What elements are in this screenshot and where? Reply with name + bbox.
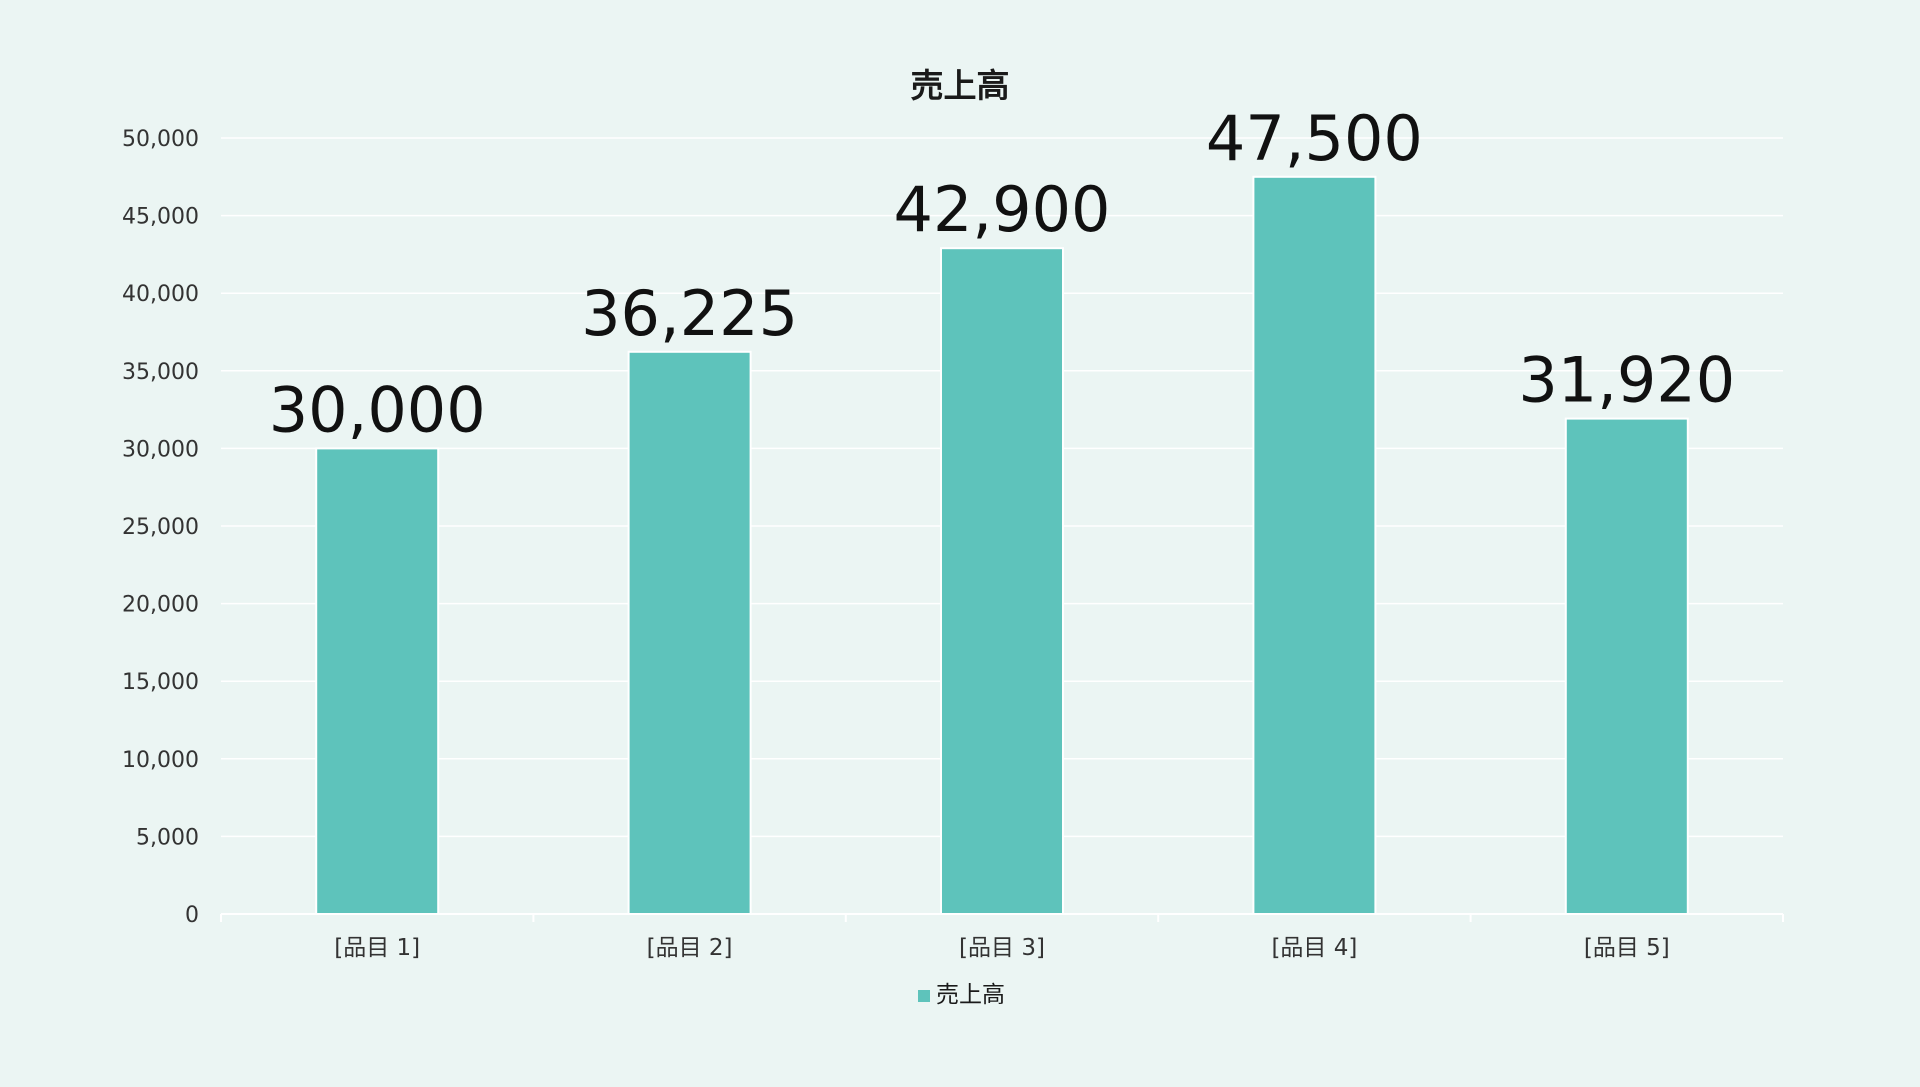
y-axis-tick-labels: 0 5,000 10,000 15,000 20,000 25,000 30,000 35,0… [122, 127, 199, 928]
bars [315, 175, 1689, 916]
y-tick-label: 0 [185, 903, 199, 928]
bar [1252, 175, 1377, 916]
y-tick-label: 10,000 [122, 748, 199, 773]
legend-label: 売上高 [936, 982, 1005, 1008]
legend: 売上高 [918, 982, 1005, 1008]
bar [627, 350, 752, 915]
legend-swatch [918, 990, 930, 1002]
bar [1564, 417, 1689, 915]
chart-title: 売上高 [911, 66, 1010, 105]
y-tick-label: 50,000 [122, 127, 199, 152]
y-tick-label: 15,000 [122, 670, 199, 695]
y-tick-label: 5,000 [136, 825, 199, 850]
y-tick-label: 30,000 [122, 437, 199, 462]
x-tick-label: [品目 5] [1584, 935, 1670, 961]
data-label: 42,900 [894, 173, 1111, 246]
bar [940, 247, 1064, 915]
y-tick-label: 35,000 [122, 360, 199, 385]
y-tick-label: 25,000 [122, 515, 199, 540]
x-tick-label: [品目 3] [959, 935, 1045, 961]
data-label: 36,225 [581, 277, 798, 350]
bar [315, 447, 440, 915]
data-label: 31,920 [1518, 344, 1735, 417]
data-labels: 30,000 36,225 42,900 47,500 31,920 [269, 102, 1736, 447]
x-tick-label: [品目 2] [647, 935, 733, 961]
x-tick-label: [品目 1] [334, 935, 420, 961]
y-tick-label: 40,000 [122, 282, 199, 307]
x-axis [220, 913, 1784, 922]
x-tick-label: [品目 4] [1271, 935, 1357, 961]
y-tick-label: 20,000 [122, 593, 199, 618]
data-label: 47,500 [1206, 102, 1423, 175]
x-axis-tick-labels: [品目 1] [品目 2] [品目 3] [品目 4] [品目 5] [334, 935, 1669, 961]
data-label: 30,000 [269, 373, 486, 446]
y-tick-label: 45,000 [122, 205, 199, 230]
